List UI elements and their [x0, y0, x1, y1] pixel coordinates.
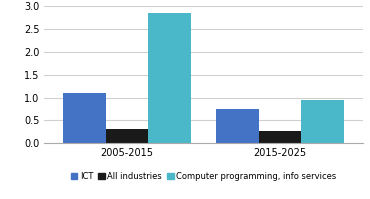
Bar: [106, 129, 148, 143]
Bar: [63, 93, 106, 143]
Bar: [216, 109, 259, 143]
Legend: ICT, All industries, Computer programming, info services: ICT, All industries, Computer programmin…: [71, 172, 336, 181]
Bar: [301, 100, 344, 143]
Bar: [259, 131, 301, 143]
Bar: [148, 13, 191, 143]
